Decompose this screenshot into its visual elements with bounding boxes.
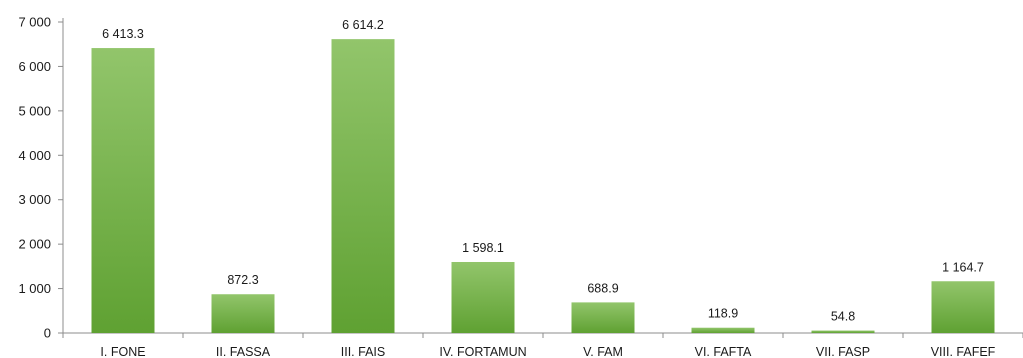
y-tick-label: 3 000 [18,192,51,207]
x-tick-label: VIII. FAFEF [931,345,996,358]
bar [931,281,995,333]
bar [691,327,755,333]
bar [331,39,395,334]
bar [451,261,515,333]
y-tick-label: 1 000 [18,281,51,296]
data-label: 6 614.2 [342,18,384,32]
data-label: 54.8 [831,310,855,324]
data-labels-group: 6 413.3 872.3 6 614.2 1 598.1 688.9 118.9 54.8… [102,18,984,323]
y-tick-label: 0 [44,326,51,341]
data-label: 688.9 [587,281,618,295]
bar [211,294,275,333]
y-tick-label: 2 000 [18,237,51,252]
x-axis: I. FONE II. FASSA III. FAIS IV. FORTAMUN V. … [62,332,1023,358]
x-tick-label: I. FONE [100,345,145,358]
bar [571,302,635,333]
x-tick-label: IV. FORTAMUN [439,345,526,358]
y-tick-label: 7 000 [18,15,51,30]
data-label: 6 413.3 [102,27,144,41]
x-tick-label: II. FASSA [216,345,271,358]
y-axis: 0 1 000 2 000 3 000 4 000 5 000 6 000 7 000 [18,15,64,341]
data-label: 118.9 [708,307,738,321]
x-tick-label: V. FAM [583,345,623,358]
data-label: 1 598.1 [462,241,504,255]
data-label: 872.3 [227,273,258,287]
data-label: 1 164.7 [942,260,984,274]
y-tick-label: 5 000 [18,103,51,118]
x-tick-label: VI. FAFTA [695,345,752,358]
y-tick-label: 4 000 [18,148,51,163]
y-tick-label: 6 000 [18,59,51,74]
bar [91,48,155,333]
x-tick-label: VII. FASP [816,345,870,358]
bar [811,330,875,333]
x-tick-label: III. FAIS [341,345,385,358]
bars-group [91,39,995,334]
